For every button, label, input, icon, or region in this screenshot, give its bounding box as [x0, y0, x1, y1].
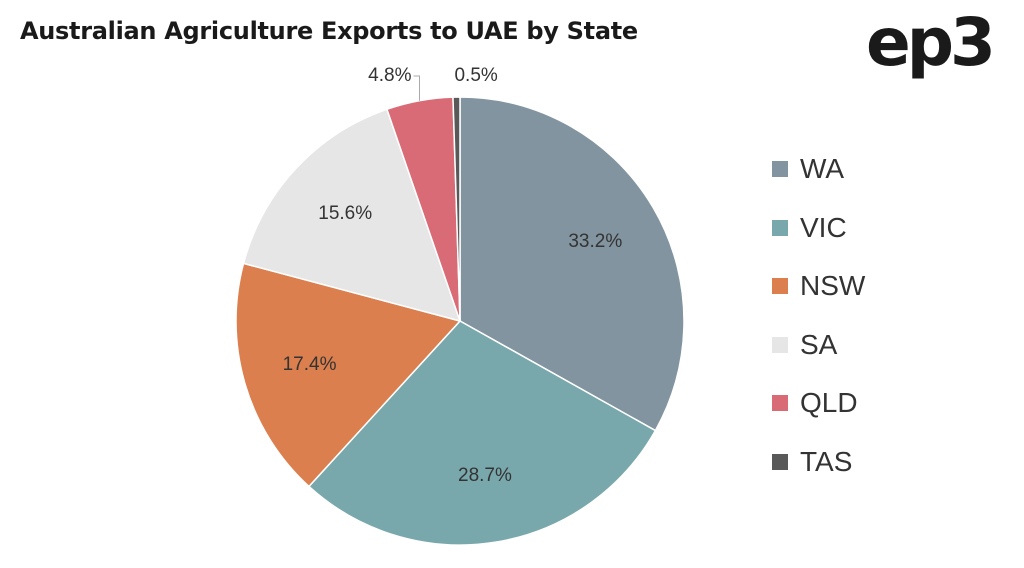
slice-sa	[242, 108, 462, 323]
legend-swatch-sa	[772, 336, 788, 353]
legend-label-tas: TAS	[800, 445, 853, 477]
legend-label-vic: VIC	[800, 211, 847, 243]
legend-item-wa: WA	[772, 140, 865, 199]
legend-label-qld: QLD	[800, 387, 858, 419]
data-label-wa: 33.2%	[568, 231, 622, 252]
legend-swatch-tas	[772, 453, 788, 470]
slice-wa	[459, 96, 685, 432]
legend-label-sa: SA	[800, 328, 838, 360]
legend-swatch-vic	[772, 219, 788, 236]
chart-title: Australian Agriculture Exports to UAE by…	[20, 17, 638, 45]
data-label-tas: 0.5%	[454, 65, 497, 86]
slice-nsw	[235, 262, 462, 488]
legend-swatch-wa	[772, 161, 788, 178]
legend-label-wa: WA	[800, 153, 845, 185]
legend-item-qld: QLD	[772, 374, 865, 433]
data-label-nsw: 17.4%	[283, 354, 337, 375]
legend-swatch-qld	[772, 395, 788, 412]
legend-label-nsw: NSW	[800, 270, 866, 302]
legend-swatch-nsw	[772, 278, 788, 295]
legend-item-tas: TAS	[772, 433, 865, 492]
slice-tas	[452, 96, 461, 322]
legend-item-sa: SA	[772, 316, 865, 375]
leader-line-qld	[413, 75, 420, 101]
legend: WA VIC NSW SA QLD TAS	[772, 140, 865, 491]
legend-item-nsw: NSW	[772, 257, 865, 316]
data-label-vic: 28.7%	[458, 465, 512, 486]
ep3-logo: ep3	[866, 4, 996, 81]
slice-vic	[307, 320, 657, 546]
data-label-qld: 4.8%	[368, 65, 411, 86]
data-label-sa: 15.6%	[318, 203, 372, 224]
legend-item-vic: VIC	[772, 199, 865, 258]
